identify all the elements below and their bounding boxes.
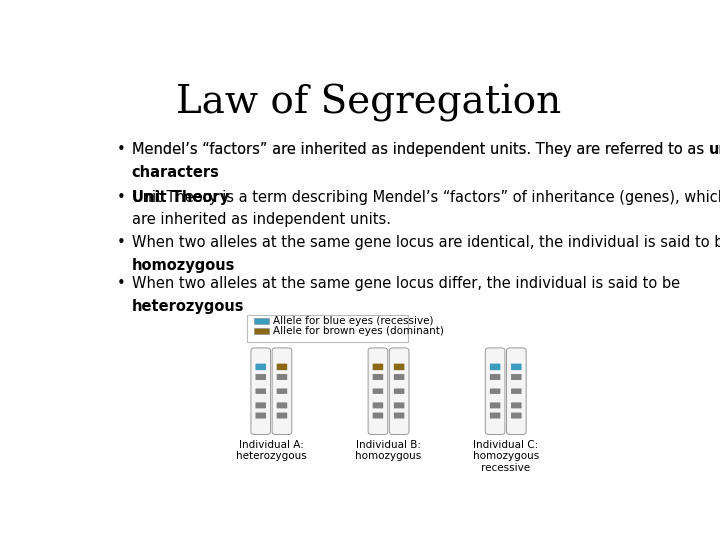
FancyBboxPatch shape bbox=[485, 348, 505, 435]
Text: Mendel’s “factors” are inherited as independent units. They are referred to as u: Mendel’s “factors” are inherited as inde… bbox=[132, 141, 720, 157]
FancyBboxPatch shape bbox=[511, 374, 521, 380]
Text: •: • bbox=[117, 235, 125, 250]
FancyBboxPatch shape bbox=[394, 363, 405, 370]
FancyBboxPatch shape bbox=[394, 374, 405, 380]
FancyBboxPatch shape bbox=[373, 388, 383, 394]
Text: •: • bbox=[117, 276, 125, 291]
Text: •: • bbox=[117, 190, 125, 205]
FancyBboxPatch shape bbox=[254, 319, 269, 324]
FancyBboxPatch shape bbox=[276, 374, 287, 380]
Text: are inherited as independent units.: are inherited as independent units. bbox=[132, 212, 391, 227]
Text: When two alleles at the same gene locus are identical, the individual is said to: When two alleles at the same gene locus … bbox=[132, 235, 720, 250]
FancyBboxPatch shape bbox=[256, 363, 266, 370]
FancyBboxPatch shape bbox=[511, 363, 521, 370]
FancyBboxPatch shape bbox=[394, 402, 405, 408]
Text: Mendel’s “factors” are inherited as independent units. They are referred to as: Mendel’s “factors” are inherited as inde… bbox=[132, 141, 708, 157]
Text: Unit Theory is a term describing Mendel’s “factors” of inheritance (genes), whic: Unit Theory is a term describing Mendel’… bbox=[132, 190, 720, 205]
FancyBboxPatch shape bbox=[394, 388, 405, 394]
FancyBboxPatch shape bbox=[373, 363, 383, 370]
Text: Allele for brown eyes (dominant): Allele for brown eyes (dominant) bbox=[273, 326, 444, 336]
FancyBboxPatch shape bbox=[511, 388, 521, 394]
Text: Individual A:
heterozygous: Individual A: heterozygous bbox=[236, 440, 307, 462]
Text: Law of Segregation: Law of Segregation bbox=[176, 84, 562, 122]
FancyBboxPatch shape bbox=[490, 388, 500, 394]
FancyBboxPatch shape bbox=[390, 348, 409, 435]
FancyBboxPatch shape bbox=[490, 413, 500, 418]
FancyBboxPatch shape bbox=[373, 374, 383, 380]
Text: Mendel’s “factors” are inherited as independent units. They are referred to as: Mendel’s “factors” are inherited as inde… bbox=[132, 141, 708, 157]
FancyBboxPatch shape bbox=[272, 348, 292, 435]
FancyBboxPatch shape bbox=[490, 363, 500, 370]
Text: Individual C:
homozygous
recessive: Individual C: homozygous recessive bbox=[472, 440, 539, 473]
FancyBboxPatch shape bbox=[511, 413, 521, 418]
FancyBboxPatch shape bbox=[276, 402, 287, 408]
Text: Individual B:
homozygous: Individual B: homozygous bbox=[356, 440, 422, 462]
FancyBboxPatch shape bbox=[256, 413, 266, 418]
FancyBboxPatch shape bbox=[276, 413, 287, 418]
FancyBboxPatch shape bbox=[506, 348, 526, 435]
FancyBboxPatch shape bbox=[276, 388, 287, 394]
FancyBboxPatch shape bbox=[254, 328, 269, 334]
FancyBboxPatch shape bbox=[373, 402, 383, 408]
Text: characters: characters bbox=[132, 165, 220, 180]
Text: Unit Theory: Unit Theory bbox=[132, 190, 229, 205]
FancyBboxPatch shape bbox=[251, 348, 271, 435]
Text: homozygous: homozygous bbox=[132, 258, 235, 273]
FancyBboxPatch shape bbox=[490, 374, 500, 380]
Text: heterozygous: heterozygous bbox=[132, 299, 244, 314]
Text: unit: unit bbox=[708, 141, 720, 157]
Text: Allele for blue eyes (recessive): Allele for blue eyes (recessive) bbox=[273, 316, 433, 326]
Text: •: • bbox=[117, 141, 125, 157]
FancyBboxPatch shape bbox=[394, 413, 405, 418]
FancyBboxPatch shape bbox=[373, 413, 383, 418]
FancyBboxPatch shape bbox=[490, 402, 500, 408]
Text: When two alleles at the same gene locus differ, the individual is said to be: When two alleles at the same gene locus … bbox=[132, 276, 680, 291]
FancyBboxPatch shape bbox=[256, 374, 266, 380]
FancyBboxPatch shape bbox=[368, 348, 388, 435]
FancyBboxPatch shape bbox=[276, 363, 287, 370]
Text: Mendel’s “factors” are inherited as independent units. They are referred to as u: Mendel’s “factors” are inherited as inde… bbox=[132, 141, 720, 157]
Text: Mendel’s “factors” are inherited as independent units. They are referred to as: Mendel’s “factors” are inherited as inde… bbox=[132, 141, 708, 157]
FancyBboxPatch shape bbox=[247, 315, 408, 342]
FancyBboxPatch shape bbox=[256, 402, 266, 408]
FancyBboxPatch shape bbox=[511, 402, 521, 408]
FancyBboxPatch shape bbox=[256, 388, 266, 394]
